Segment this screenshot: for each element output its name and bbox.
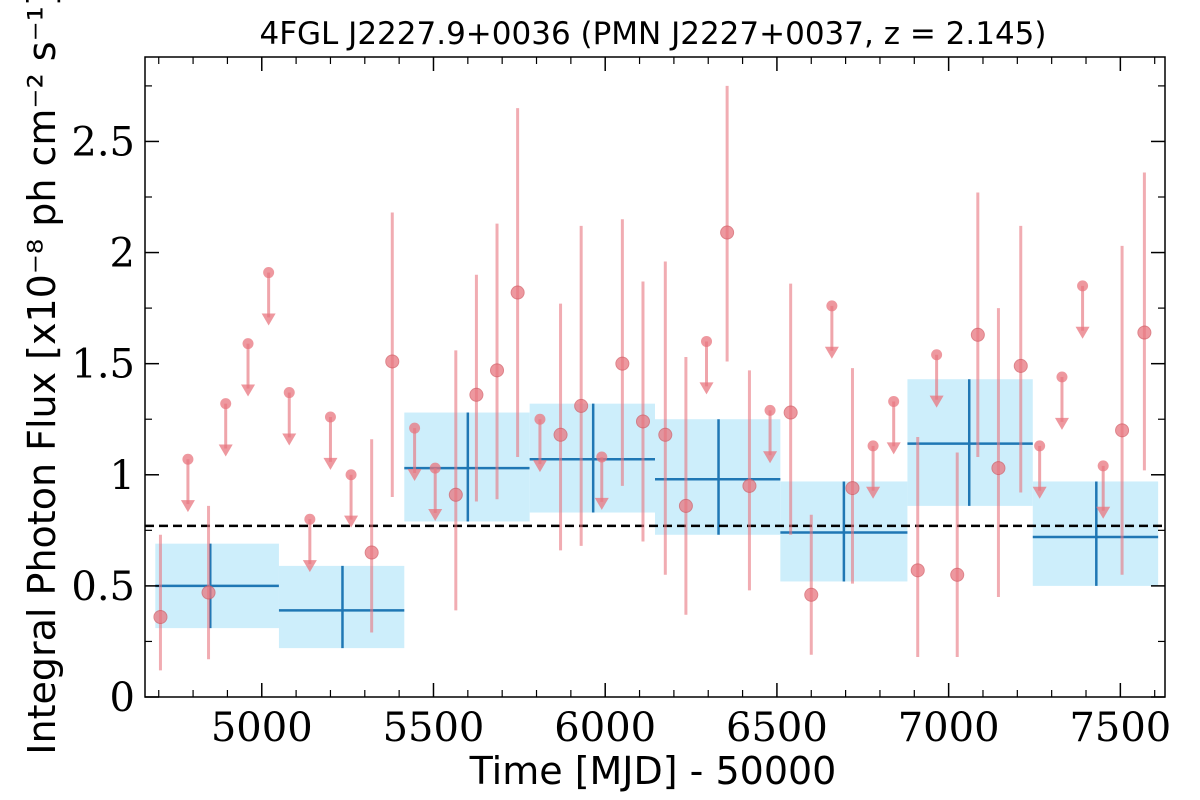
x-tick-label: 7500 (1069, 705, 1171, 751)
upper-limit-point (429, 462, 441, 474)
upper-limit-point (283, 387, 295, 399)
upper-limit-point (1034, 440, 1046, 452)
detection-point (970, 327, 985, 342)
y-tick-label: 0.5 (71, 564, 135, 610)
detection-point (490, 363, 505, 378)
upper-limit-arrow (218, 444, 233, 457)
detection-point (991, 461, 1006, 476)
detection-point (448, 487, 463, 502)
detection-point (845, 481, 860, 496)
upper-limit-arrow (1054, 417, 1069, 430)
upper-limit-arrow (241, 384, 256, 397)
upper-limit-point (263, 267, 275, 279)
y-tick-label: 1 (110, 453, 135, 499)
upper-limit-point (1056, 371, 1068, 383)
detection-point (1115, 423, 1130, 438)
upper-limit-point (304, 513, 316, 525)
upper-limit-point (888, 395, 900, 407)
upper-limit-point (931, 349, 943, 361)
axes-layer: 5000 5500 6000 6500 7000 7500 0 0.5 1 1.5 2 2.5 (71, 56, 1171, 751)
detections-layer (153, 85, 1152, 671)
upper-limit-point (764, 404, 776, 416)
detection-point (615, 356, 630, 371)
upper-limit-arrow (824, 346, 839, 359)
y-tick-label: 0 (110, 675, 135, 721)
detection-point (574, 398, 589, 413)
upper-limit-arrow (344, 515, 359, 528)
y-tick-label: 2 (110, 231, 135, 277)
x-tick-label: 6000 (554, 705, 656, 751)
x-tick-label: 5000 (211, 705, 313, 751)
detection-point (658, 427, 673, 442)
upper-limit-arrow (323, 457, 338, 470)
upper-limit-point (701, 335, 713, 347)
upper-limit-point (596, 451, 608, 463)
detection-point (153, 610, 168, 624)
x-axis-title: Time [MJD] - 50000 (469, 749, 837, 793)
upper-limit-point (1077, 280, 1089, 292)
detection-point (1137, 325, 1152, 340)
upper-limit-arrow (261, 313, 276, 326)
upper-limit-arrow (428, 509, 443, 521)
upper-limit-point (345, 469, 357, 481)
y-axis-title: Integral Photon Flux [x10⁻⁸ ph cm⁻² s⁻¹] (20, 0, 64, 755)
upper-limit-arrow (1096, 506, 1111, 519)
detection-point (510, 285, 525, 300)
detection-point (783, 405, 798, 420)
upper-limit-arrow (407, 469, 422, 481)
upper-limit-point (220, 398, 232, 410)
upper-limit-arrow (1075, 326, 1090, 339)
binned-flux-layer (155, 379, 1159, 649)
x-tick-label: 5500 (383, 705, 485, 751)
upper-limit-arrow (866, 486, 881, 499)
chart-title: 4FGL J2227.9+0036 (PMN J2227+0037, z = 2… (259, 16, 1046, 52)
detection-point (1013, 358, 1028, 373)
detection-point (804, 587, 819, 602)
detection-point (678, 498, 693, 513)
detection-point (950, 567, 965, 582)
upper-limit-arrow (594, 497, 609, 510)
upper-limit-point (409, 422, 421, 434)
upper-limit-point (867, 440, 879, 452)
detection-point (364, 545, 379, 560)
detection-point (385, 354, 400, 369)
upper-limits-layer (180, 267, 1111, 573)
detection-point (720, 225, 735, 240)
upper-limit-arrow (699, 382, 714, 395)
upper-limit-arrow (180, 500, 195, 513)
upper-limit-arrow (763, 451, 778, 464)
detection-point (742, 478, 757, 493)
upper-limit-arrow (929, 395, 944, 408)
detection-point (553, 427, 568, 442)
plot-frame (144, 56, 1166, 698)
upper-limit-point (182, 453, 194, 465)
upper-limit-arrow (302, 560, 317, 573)
upper-limit-arrow (886, 442, 901, 455)
upper-limit-point (242, 338, 254, 350)
upper-limit-arrow (282, 433, 297, 446)
upper-limit-arrow (1032, 486, 1047, 499)
y-tick-label: 1.5 (71, 342, 135, 388)
upper-limit-arrow (532, 460, 547, 473)
upper-limit-point (324, 411, 336, 423)
detection-point (910, 563, 925, 578)
detection-point (201, 585, 216, 600)
x-tick-label: 6500 (726, 705, 828, 751)
x-tick-label: 7000 (898, 705, 1000, 751)
upper-limit-point (534, 413, 546, 425)
detection-point (469, 387, 484, 402)
y-tick-label: 2.5 (71, 119, 135, 165)
detection-point (635, 414, 650, 429)
upper-limit-point (826, 300, 838, 312)
upper-limit-point (1097, 460, 1109, 472)
